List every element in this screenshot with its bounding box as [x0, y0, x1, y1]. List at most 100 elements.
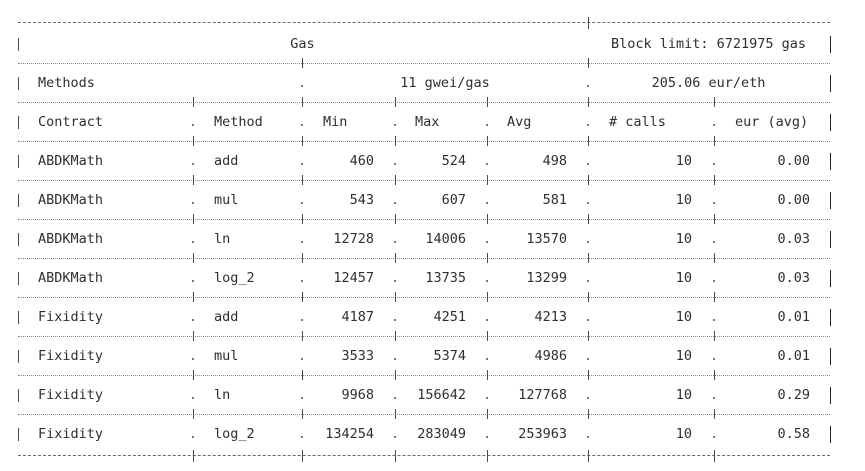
column-dot: [486, 202, 488, 204]
column-divider: [395, 450, 396, 462]
row-min: 460: [349, 153, 374, 169]
header-avg: Avg: [507, 114, 532, 130]
row-separator: [18, 102, 830, 103]
row-method: ln: [214, 231, 231, 247]
row-eur: 0.58: [777, 426, 810, 442]
column-divider: [588, 331, 589, 341]
column-dot: [713, 436, 715, 438]
row-eur: 0.03: [777, 270, 810, 286]
row-eur: 0.01: [777, 309, 810, 325]
header-contract: Contract: [38, 114, 104, 130]
column-divider: [395, 331, 396, 341]
column-dot: [394, 202, 396, 204]
column-divider: [302, 370, 303, 380]
row-contract: ABDKMath: [38, 153, 104, 169]
column-divider: [193, 175, 194, 185]
gas-price: 11 gwei/gas: [400, 75, 490, 91]
row-max: 5374: [433, 348, 466, 364]
column-dot: [301, 280, 303, 282]
column-dot: [301, 319, 303, 321]
column-divider: [193, 214, 194, 224]
column-dot: [394, 358, 396, 360]
column-divider: [588, 136, 589, 146]
row-min: 543: [349, 192, 374, 208]
table-title: Gas: [290, 36, 315, 52]
column-dot: [301, 163, 303, 165]
row-method: log_2: [214, 426, 255, 442]
column-divider: [588, 409, 589, 419]
column-dot: [192, 397, 194, 399]
row-avg: 4213: [534, 309, 567, 325]
row-calls: 10: [675, 153, 692, 169]
column-dot: [713, 202, 715, 204]
column-dot: [301, 358, 303, 360]
column-dot: [587, 436, 589, 438]
table-border-top: [18, 22, 830, 23]
border-right-bar: [830, 348, 831, 365]
header-calls: # calls: [609, 114, 666, 130]
border-right-bar: [830, 75, 831, 92]
row-separator: [18, 63, 830, 64]
eth-price: 205.06 eur/eth: [651, 75, 766, 91]
border-left-bar: [18, 116, 19, 129]
column-divider: [487, 175, 488, 185]
column-dot: [394, 319, 396, 321]
column-divider: [714, 97, 715, 107]
column-divider: [302, 175, 303, 185]
column-divider: [302, 292, 303, 302]
row-max: 156642: [417, 387, 466, 403]
column-divider: [714, 370, 715, 380]
column-divider: [714, 331, 715, 341]
row-separator: [18, 297, 830, 298]
column-divider: [588, 175, 589, 185]
column-divider: [588, 370, 589, 380]
column-dot: [587, 397, 589, 399]
block-limit: Block limit: 6721975 gas: [610, 36, 807, 52]
column-dot: [394, 397, 396, 399]
column-divider: [395, 97, 396, 107]
column-dot: [587, 241, 589, 243]
column-dot: [587, 202, 589, 204]
column-divider: [714, 253, 715, 263]
row-max: 13735: [425, 270, 466, 286]
column-divider: [395, 175, 396, 185]
border-right-bar: [830, 153, 831, 170]
row-max: 607: [441, 192, 466, 208]
row-separator: [18, 141, 830, 142]
row-avg: 581: [542, 192, 567, 208]
column-dot: [486, 319, 488, 321]
border-left-bar: [18, 38, 19, 51]
row-eur: 0.29: [777, 387, 810, 403]
row-method: mul: [214, 348, 239, 364]
row-min: 12457: [333, 270, 374, 286]
row-calls: 10: [675, 309, 692, 325]
column-dot: [301, 436, 303, 438]
border-right-bar: [830, 426, 831, 443]
row-calls: 10: [675, 426, 692, 442]
column-dot: [713, 319, 715, 321]
border-right-bar: [830, 270, 831, 287]
row-eur: 0.03: [777, 231, 810, 247]
border-right-bar: [830, 36, 831, 53]
border-right-bar: [830, 231, 831, 248]
border-left-bar: [18, 233, 19, 246]
row-max: 14006: [425, 231, 466, 247]
column-divider: [302, 58, 303, 68]
border-left-bar: [18, 194, 19, 207]
column-dot: [587, 280, 589, 282]
column-dot: [587, 358, 589, 360]
column-divider: [588, 214, 589, 224]
row-separator: [18, 414, 830, 415]
column-divider: [302, 253, 303, 263]
column-dot: [713, 280, 715, 282]
column-divider: [193, 136, 194, 146]
border-left-bar: [18, 311, 19, 324]
column-dot: [192, 358, 194, 360]
row-calls: 10: [675, 231, 692, 247]
border-left-bar: [18, 155, 19, 168]
column-divider: [487, 450, 488, 462]
row-avg: 13570: [526, 231, 567, 247]
row-min: 3533: [341, 348, 374, 364]
column-dot: [192, 436, 194, 438]
column-divider: [302, 450, 303, 462]
